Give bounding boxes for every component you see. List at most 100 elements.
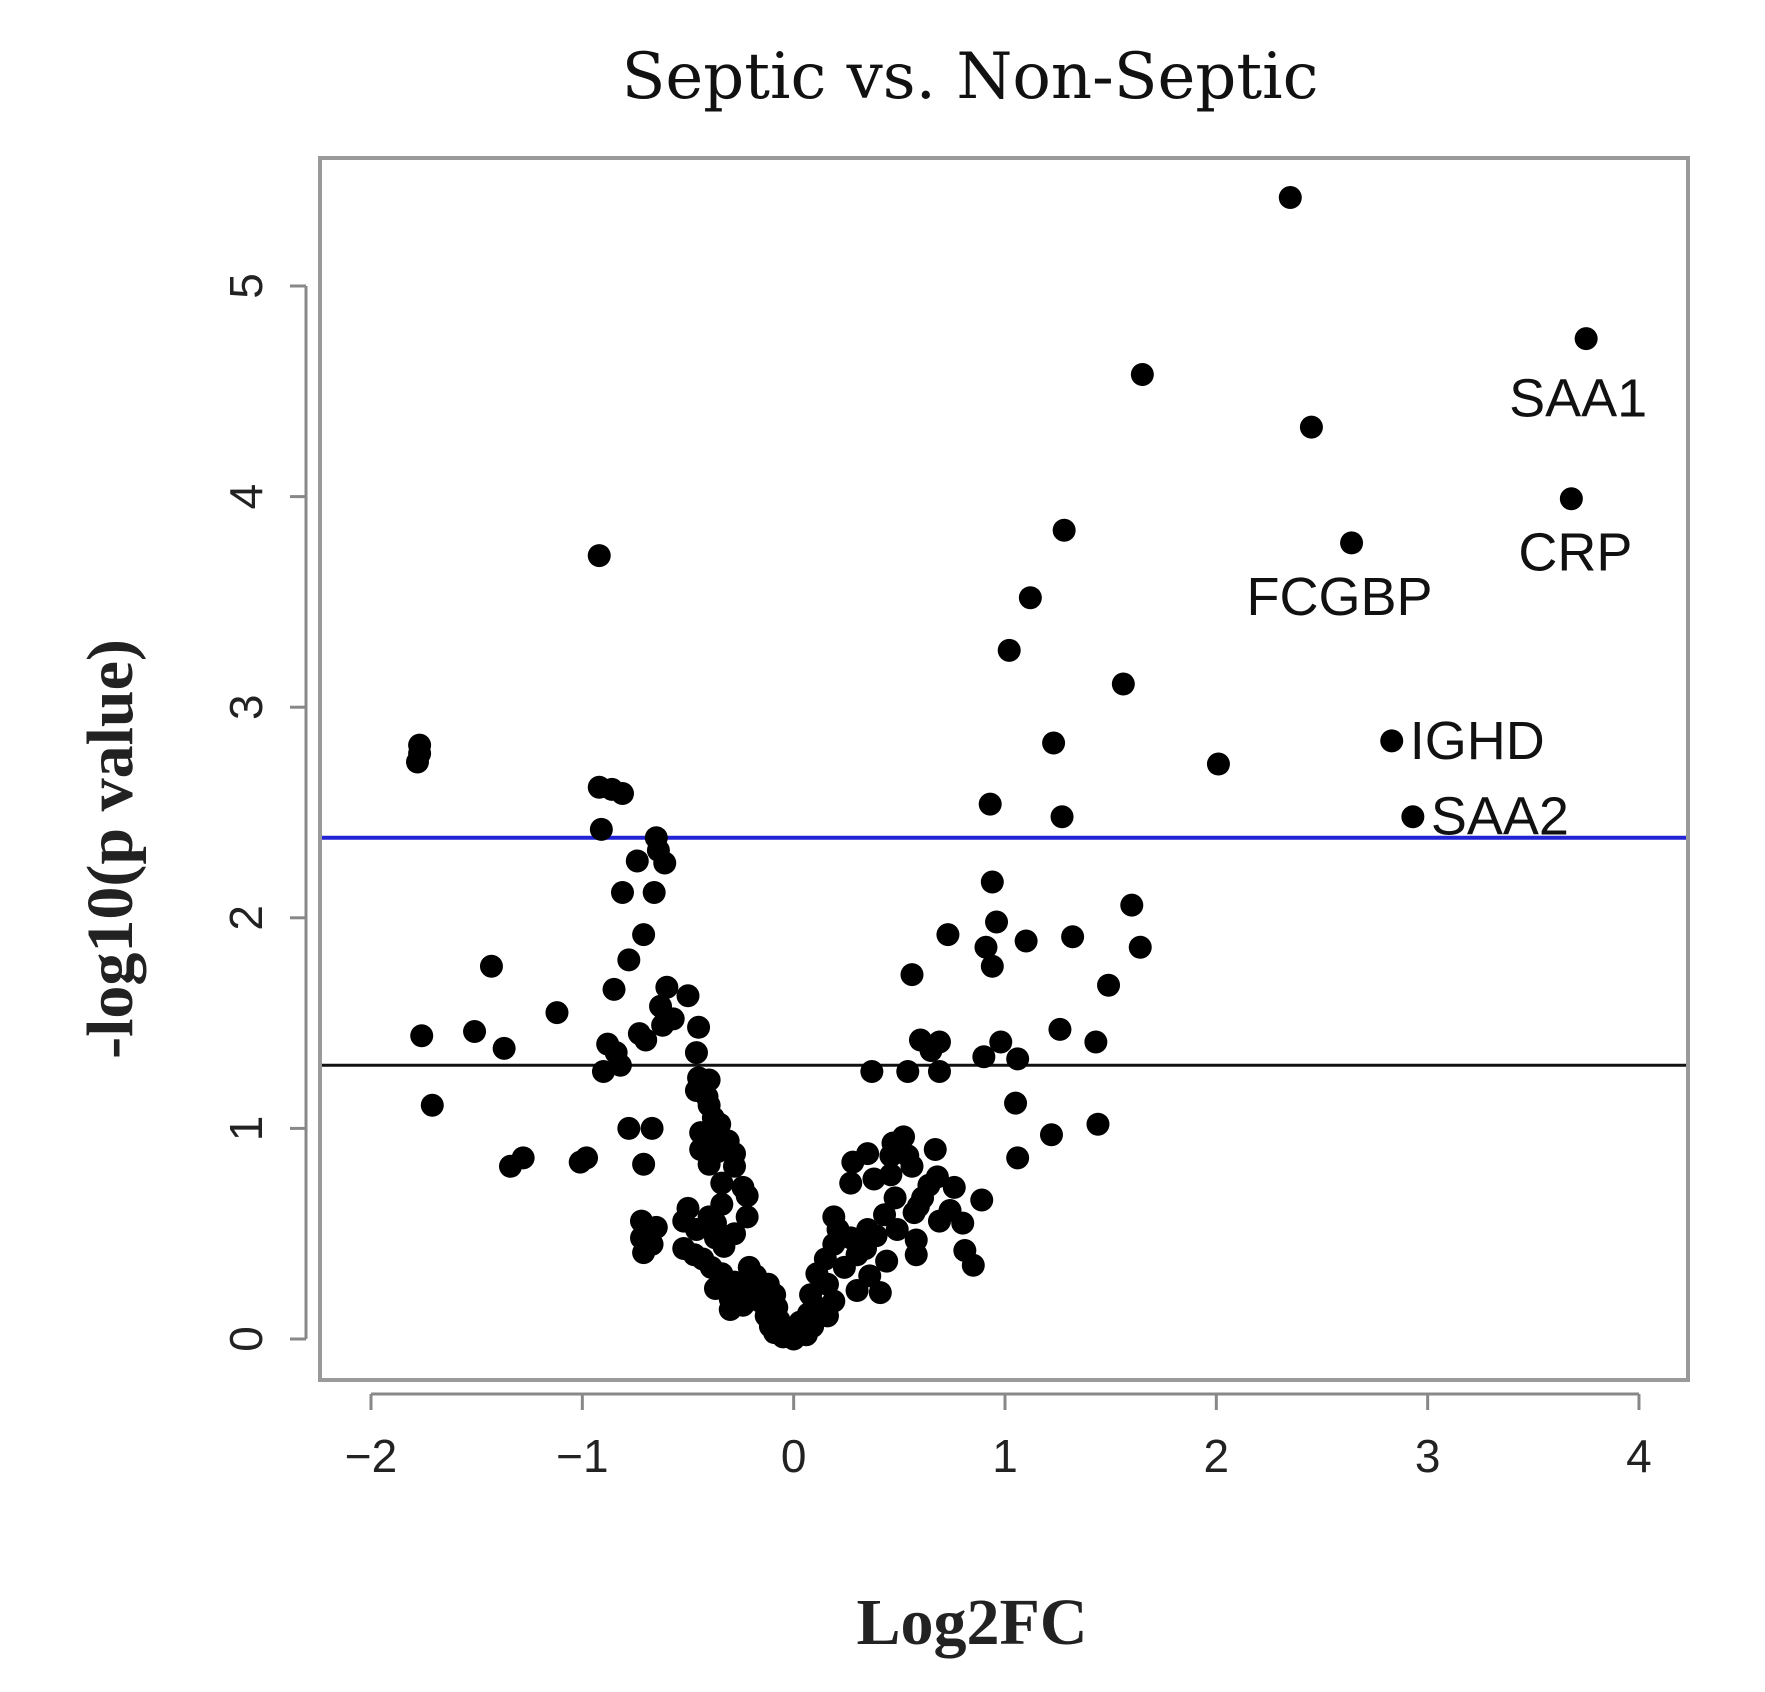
data-point [463,1020,487,1044]
data-point [1111,672,1135,696]
data-point [676,984,700,1008]
annotation-label: FCGBP [1247,567,1433,627]
data-point [735,1184,759,1208]
data-point [980,870,1004,894]
y-tick-label: 4 [220,484,272,510]
data-point [1050,805,1074,829]
data-point [1006,1146,1030,1170]
data-point [1014,929,1038,953]
data-point [904,1243,928,1267]
data-point [936,923,960,947]
data-point [1299,415,1323,439]
x-tick-label: 3 [1415,1430,1441,1482]
data-point [980,954,1004,978]
data-point [1097,973,1121,997]
y-axis-title: -log10(p value) [74,639,147,1059]
data-point [735,1205,759,1229]
plot-area [318,156,1690,1382]
data-point [420,1093,444,1117]
data-point [634,1028,658,1052]
data-point [845,1279,869,1303]
y-tick-label: 2 [220,905,272,931]
data-point [978,792,1002,816]
data-point [1086,1112,1110,1136]
x-tick-label: 2 [1204,1430,1230,1482]
data-point [1039,1123,1063,1147]
data-point [860,1060,884,1084]
y-tick-label: 5 [220,273,272,299]
data-point [1130,362,1154,386]
data-point [862,1167,886,1191]
data-point [610,881,634,905]
data-point [710,1171,734,1195]
data-point [610,782,634,806]
x-axis: −2 −1 0 1 2 3 4 [345,1392,1652,1482]
data-point [1574,327,1598,351]
plot-frame [318,156,1690,1382]
x-axis-title: Log2FC [857,1586,1088,1659]
data-point [923,1137,947,1161]
data-point [879,1144,903,1168]
data-point [718,1298,742,1322]
data-point [927,1060,951,1084]
data-point [839,1171,863,1195]
data-point [568,1150,592,1174]
data-point [684,1217,708,1241]
data-point [410,1024,434,1048]
data-point [961,1253,985,1277]
y-axis: 0 1 2 3 4 5 [220,273,308,1352]
data-point [617,1116,641,1140]
gene-annotations: SAA1 CRP FCGBP IGHD SAA2 [1247,369,1648,847]
data-point [951,1211,975,1235]
data-point [617,948,641,972]
data-point [997,638,1021,662]
data-point [974,935,998,959]
data-point [1042,731,1066,755]
data-point [712,1234,736,1258]
annotation-label: SAA1 [1509,369,1647,429]
x-tick-label: 0 [781,1430,807,1482]
data-point [589,817,613,841]
data-point [632,1241,656,1265]
data-point [883,1186,907,1210]
threshold-lines [322,835,1686,1067]
data-point [1084,1030,1108,1054]
data-point [492,1036,516,1060]
data-point [1278,186,1302,210]
data-point [587,544,611,568]
data-point [985,910,1009,934]
x-tick-label: 1 [992,1430,1018,1482]
data-point [900,1154,924,1178]
data-point [1120,893,1144,917]
data-point [927,1209,951,1233]
x-tick-label: −1 [556,1430,608,1482]
data-point [545,1001,569,1025]
annotation-label: CRP [1518,523,1632,583]
data-point [902,1201,926,1225]
data-point [1048,1017,1072,1041]
data-point [1052,518,1076,542]
data-point [782,1327,806,1351]
data-point [1061,925,1085,949]
data-points [405,186,1598,1351]
data-point [653,851,677,875]
data-point [942,1175,966,1199]
data-point [632,1152,656,1176]
y-tick-label: 0 [220,1326,272,1352]
data-point [684,1041,708,1065]
data-point [722,1154,746,1178]
data-point [405,750,429,774]
data-point [697,1152,721,1176]
data-point [919,1038,943,1062]
data-point [868,1281,892,1305]
data-point [900,963,924,987]
data-point [1401,805,1425,829]
y-tick-label: 1 [220,1116,272,1142]
data-point [642,881,666,905]
data-point [687,1015,711,1039]
x-tick-label: −2 [345,1430,397,1482]
annotation-label: SAA2 [1431,787,1569,847]
data-point [640,1116,664,1140]
data-point [1006,1047,1030,1071]
